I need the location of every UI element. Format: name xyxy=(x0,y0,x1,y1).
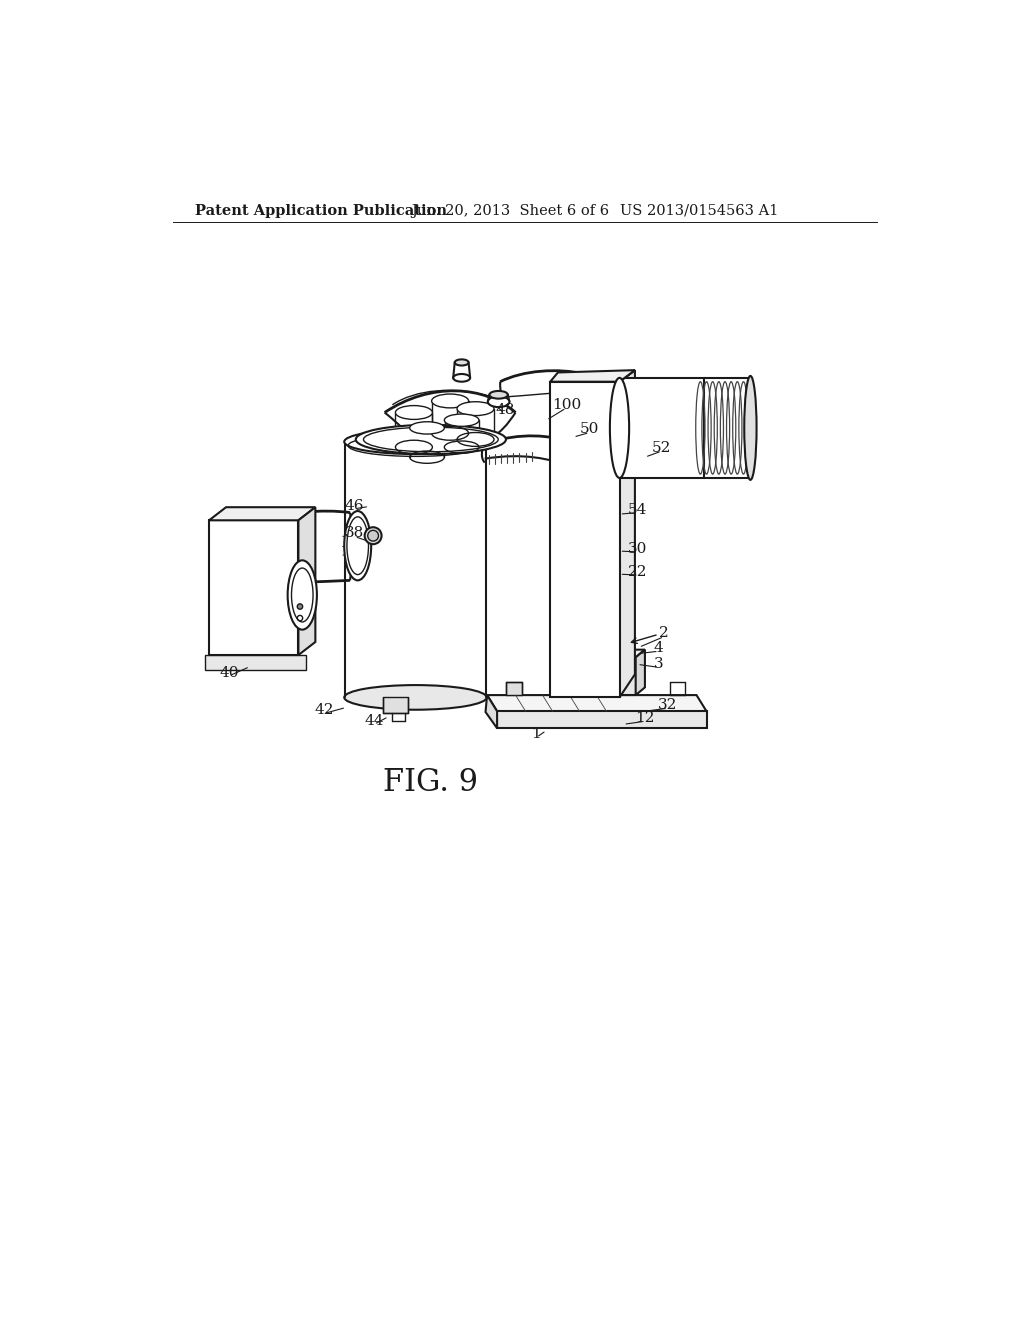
Text: 40: 40 xyxy=(219,665,239,680)
Text: 3: 3 xyxy=(654,657,664,672)
Polygon shape xyxy=(556,545,613,552)
Polygon shape xyxy=(591,649,645,657)
Ellipse shape xyxy=(355,425,506,454)
Text: 2: 2 xyxy=(659,627,669,640)
Polygon shape xyxy=(556,521,613,527)
Polygon shape xyxy=(209,520,298,655)
Polygon shape xyxy=(620,370,635,381)
Ellipse shape xyxy=(344,511,371,581)
Ellipse shape xyxy=(432,395,469,408)
Ellipse shape xyxy=(344,429,486,454)
Polygon shape xyxy=(620,378,705,478)
Ellipse shape xyxy=(365,527,382,544)
Ellipse shape xyxy=(410,422,444,434)
Ellipse shape xyxy=(489,391,508,399)
Ellipse shape xyxy=(457,401,494,416)
Text: 48: 48 xyxy=(495,403,514,417)
Polygon shape xyxy=(487,696,707,711)
Polygon shape xyxy=(506,682,521,696)
Polygon shape xyxy=(591,657,636,696)
Text: 46: 46 xyxy=(345,499,365,512)
Ellipse shape xyxy=(395,405,432,420)
Polygon shape xyxy=(497,711,707,729)
Polygon shape xyxy=(636,649,645,696)
Ellipse shape xyxy=(288,560,316,630)
Ellipse shape xyxy=(444,414,479,426)
Text: 1: 1 xyxy=(531,727,542,742)
Polygon shape xyxy=(205,655,306,671)
Ellipse shape xyxy=(454,374,470,381)
Ellipse shape xyxy=(575,642,595,653)
Ellipse shape xyxy=(297,603,303,610)
Polygon shape xyxy=(620,370,635,697)
Polygon shape xyxy=(550,370,635,381)
Ellipse shape xyxy=(455,359,469,366)
Text: 52: 52 xyxy=(652,441,672,455)
Text: US 2013/0154563 A1: US 2013/0154563 A1 xyxy=(620,203,778,218)
Polygon shape xyxy=(608,647,622,657)
Polygon shape xyxy=(485,696,497,729)
Text: 42: 42 xyxy=(314,704,334,718)
Polygon shape xyxy=(209,507,315,520)
Text: 44: 44 xyxy=(365,714,384,729)
Ellipse shape xyxy=(610,378,629,478)
Ellipse shape xyxy=(744,376,757,480)
Polygon shape xyxy=(298,507,315,655)
Polygon shape xyxy=(550,381,620,697)
Text: FIG. 9: FIG. 9 xyxy=(383,767,478,797)
Text: 100: 100 xyxy=(552,397,581,412)
Text: 32: 32 xyxy=(658,698,678,711)
Text: Patent Application Publication: Patent Application Publication xyxy=(196,203,447,218)
Text: Jun. 20, 2013  Sheet 6 of 6: Jun. 20, 2013 Sheet 6 of 6 xyxy=(412,203,609,218)
Text: 12: 12 xyxy=(635,711,654,725)
Polygon shape xyxy=(383,697,408,713)
Polygon shape xyxy=(345,442,486,697)
Polygon shape xyxy=(556,508,613,515)
Text: 38: 38 xyxy=(345,527,365,540)
Ellipse shape xyxy=(368,531,379,541)
Ellipse shape xyxy=(611,648,618,653)
Text: 22: 22 xyxy=(628,565,647,579)
Ellipse shape xyxy=(487,396,509,407)
Text: 30: 30 xyxy=(628,541,647,556)
Polygon shape xyxy=(556,533,613,540)
Text: 50: 50 xyxy=(580,422,599,437)
Text: 54: 54 xyxy=(628,503,647,516)
Text: 4: 4 xyxy=(654,642,664,655)
Ellipse shape xyxy=(344,685,486,710)
